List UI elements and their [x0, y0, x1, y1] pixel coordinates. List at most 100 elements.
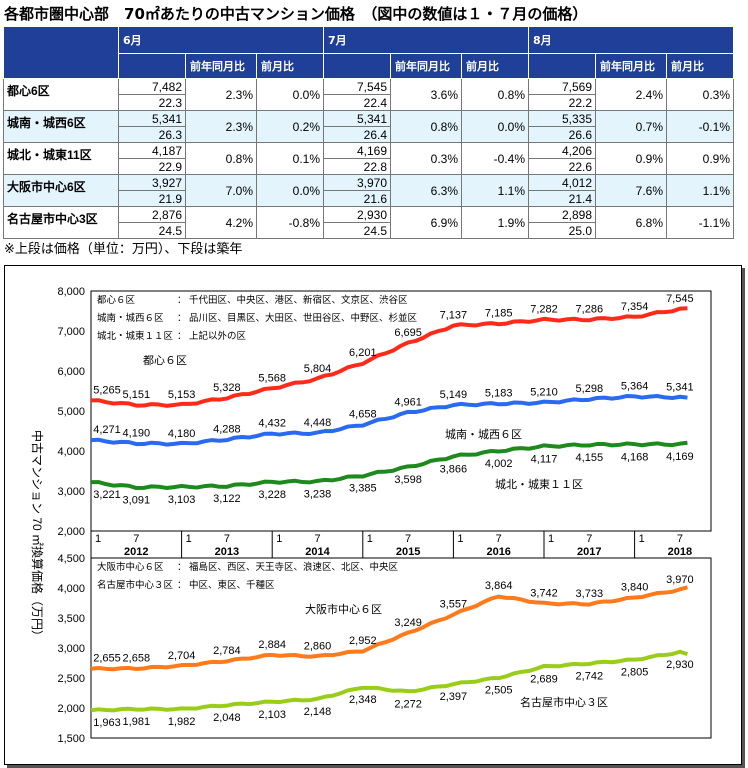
data-label: 2,272 [394, 699, 422, 711]
data-label: 3,742 [530, 587, 558, 599]
data-label: 3,122 [213, 493, 241, 505]
data-label: 4,168 [621, 451, 649, 463]
data-label: 4,002 [485, 458, 513, 470]
price: 2,876 [118, 206, 186, 223]
building-age: 22.3 [118, 94, 186, 111]
table-note: ※上段は価格（単位：万円）、下段は築年 [4, 242, 243, 257]
price: 3,970 [323, 174, 391, 191]
x-tick-label: 7 [677, 533, 683, 545]
year-label: 2015 [396, 546, 420, 558]
y-tick-label: 5,000 [57, 406, 85, 418]
subheader: 前月比 [461, 53, 529, 79]
data-label: 3,238 [304, 488, 332, 500]
data-label: 3,103 [168, 494, 196, 506]
data-label: 3,866 [440, 463, 468, 475]
chart-panel: 2,000 3,000 4,000 5,000 6,000 7,000 8,000 都心６区 ：… [4, 265, 742, 765]
data-label: 4,448 [304, 417, 332, 429]
data-label: 7,545 [666, 293, 694, 305]
data-label: 7,185 [485, 308, 513, 320]
data-label: 5,265 [93, 384, 121, 396]
data-label: 2,103 [258, 709, 286, 721]
data-label: 3,249 [394, 617, 422, 629]
year-label: 2016 [486, 546, 510, 558]
mom-change: 0.2% [256, 110, 324, 143]
data-label: 2,860 [304, 640, 332, 652]
data-label: 2,689 [530, 674, 558, 686]
legend-wards: 千代田区、中央区、港区、新宿区、文京区、渋谷区 [189, 294, 408, 306]
data-label: 2,658 [123, 653, 151, 665]
legend-name: 城北・城東１１区 [97, 330, 174, 342]
mom-change: 0.9% [666, 142, 734, 175]
mom-change: 0.8% [461, 78, 529, 111]
region-name: 城北・城東11区 [3, 142, 119, 175]
building-age: 26.6 [528, 126, 596, 143]
mom-change: -1.1% [666, 206, 734, 239]
x-tick-label: 1 [276, 533, 282, 545]
data-label: 2,397 [440, 691, 468, 703]
price: 3,927 [118, 174, 186, 191]
data-label: 3,840 [621, 582, 649, 594]
data-label: 2,348 [349, 694, 377, 706]
yoy-change: 6.3% [390, 174, 462, 207]
x-tick-label: 1 [95, 533, 101, 545]
table-row: 都心6区 7,482 2.3% 0.0% 7,545 3.6% 0.8% 7,569 2.4% 0… [3, 78, 734, 111]
legend-colon: ： [177, 331, 187, 342]
data-label: 7,286 [576, 304, 604, 316]
data-label: 4,658 [349, 409, 377, 421]
data-label: 2,805 [621, 667, 649, 679]
data-label: 3,091 [123, 494, 151, 506]
data-label: 7,282 [530, 304, 558, 316]
price: 4,169 [323, 142, 391, 159]
y-tick-label: 4,000 [57, 583, 85, 595]
building-age: 24.5 [118, 222, 186, 239]
x-tick-label: 7 [314, 533, 320, 545]
series-line [90, 585, 688, 672]
data-label: 7,354 [621, 301, 649, 313]
subheader: 前月比 [256, 53, 324, 79]
data-label: 3,733 [576, 588, 604, 600]
price: 5,335 [528, 110, 596, 127]
building-age: 21.6 [323, 190, 391, 207]
table-row: 城北・城東11区 4,187 0.8% 0.1% 4,169 0.3% -0.4% 4,206… [3, 142, 734, 175]
y-tick-label: 4,500 [57, 553, 85, 565]
data-label: 5,153 [168, 389, 196, 401]
region-name: 大阪市中心6区 [3, 174, 119, 207]
data-label: 3,970 [666, 574, 694, 586]
data-label: 5,183 [485, 388, 513, 400]
month-header: 6月 [118, 26, 324, 54]
x-tick-label: 7 [224, 533, 230, 545]
data-label: 2,930 [666, 659, 694, 671]
yoy-change: 4.2% [185, 206, 257, 239]
mom-change: 0.0% [256, 78, 324, 111]
y-tick-label: 4,000 [57, 446, 85, 458]
y-tick-label: 3,000 [57, 643, 85, 655]
building-age: 22.2 [528, 94, 596, 111]
price: 4,187 [118, 142, 186, 159]
month-header: 7月 [323, 26, 529, 54]
table-row: 城南・城西6区 5,341 2.3% 0.2% 5,341 0.8% 0.0% 5,335 0.… [3, 110, 734, 143]
y-tick-label: 3,500 [57, 613, 85, 625]
price-table: 6月 7月 8月 前年同月比 前月比 前年同月比 前月比 前年同月比 前月比 都心6区 7,482 2… [3, 26, 734, 239]
legend-wards: 中区、東区、千種区 [189, 579, 275, 591]
mom-change: 0.1% [256, 142, 324, 175]
y-tick-label: 7,000 [57, 326, 85, 338]
price: 4,012 [528, 174, 596, 191]
data-label: 2,505 [485, 685, 513, 697]
y-tick-label: 2,000 [57, 526, 85, 538]
series-annotation: 城北・城東１１区 [495, 478, 583, 491]
data-label: 2,742 [576, 670, 604, 682]
legend-name: 名古屋市中心３区 [97, 579, 174, 591]
building-age: 21.4 [528, 190, 596, 207]
table-row: 名古屋市中心3区 2,876 4.2% -0.8% 2,930 6.9% 1.9% 2,898… [3, 206, 734, 239]
legend-wards: 上記以外の区 [189, 330, 247, 342]
building-age: 22.8 [323, 158, 391, 175]
data-label: 1,982 [168, 716, 196, 728]
table-row: 大阪市中心6区 3,927 7.0% 0.0% 3,970 6.3% 1.1% 4,012 7.… [3, 174, 734, 207]
building-age: 22.9 [118, 158, 186, 175]
series-annotation: 大阪市中心６区 [305, 602, 382, 616]
legend-wards: 福島区、西区、天王寺区、浪速区、北区、中央区 [189, 561, 399, 573]
building-age: 26.3 [118, 126, 186, 143]
building-age: 24.5 [323, 222, 391, 239]
data-label: 2,884 [258, 639, 286, 651]
series-annotation: 名古屋市中心３区 [520, 695, 608, 709]
